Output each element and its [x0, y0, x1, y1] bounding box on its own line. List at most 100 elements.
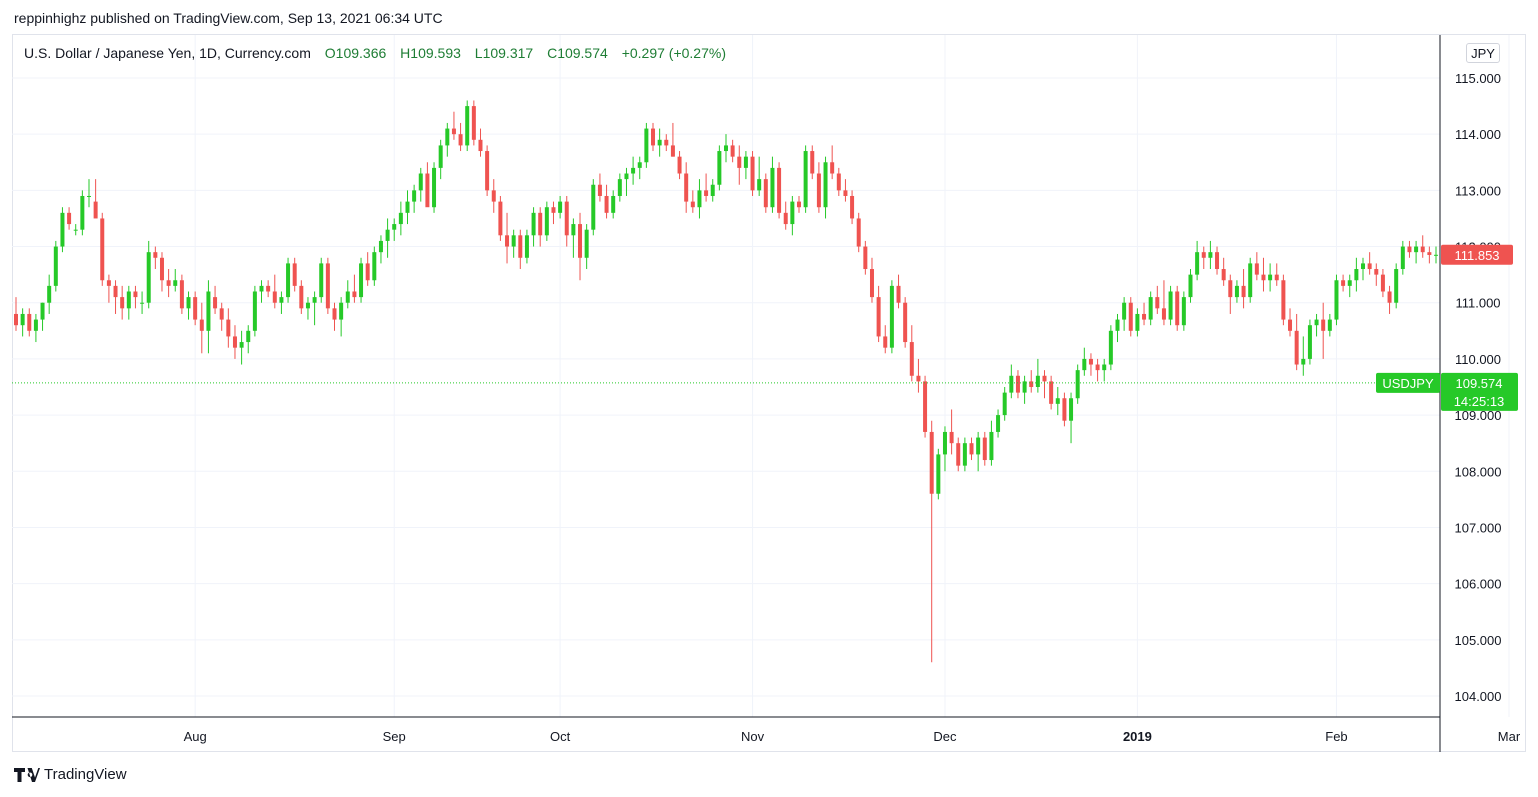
candle	[153, 246, 158, 270]
last-price-value: 109.574	[1456, 376, 1503, 391]
candle-body	[982, 437, 987, 461]
candle-body	[33, 319, 38, 331]
candles	[14, 100, 1438, 663]
candle-body	[47, 285, 52, 303]
x-tick-label: Feb	[1325, 729, 1347, 744]
candle-body	[823, 162, 828, 208]
candle	[1354, 257, 1359, 292]
candle	[783, 201, 788, 230]
candle	[458, 122, 463, 152]
candle-body	[876, 297, 881, 337]
candle	[1115, 313, 1120, 343]
candle-body	[352, 291, 357, 298]
candle	[551, 201, 556, 225]
candle	[93, 179, 98, 219]
x-tick-label: Mar	[1498, 729, 1521, 744]
candle	[743, 151, 748, 180]
candle-body	[1380, 274, 1385, 292]
candle	[226, 308, 231, 348]
candle-body	[889, 285, 894, 348]
candle	[750, 151, 755, 196]
candle-body	[1161, 308, 1166, 320]
candle	[1274, 263, 1279, 286]
y-tick-label: 109.000	[1455, 408, 1502, 423]
candle-body	[252, 291, 257, 331]
candle	[531, 207, 536, 247]
candle	[1161, 280, 1166, 326]
footer-brand[interactable]: TradingView	[14, 766, 127, 783]
candle-body	[418, 173, 423, 191]
candle-body	[272, 291, 277, 303]
candle	[677, 151, 682, 180]
candle-body	[518, 235, 523, 258]
candle-body	[140, 302, 145, 304]
candle-body	[1374, 269, 1379, 275]
candle-body	[710, 184, 715, 196]
candle	[903, 297, 908, 348]
candle-body	[1341, 280, 1346, 286]
candle	[485, 145, 490, 196]
candle	[836, 167, 841, 196]
candle-body	[485, 151, 490, 191]
candle	[624, 167, 629, 196]
candle	[850, 190, 855, 225]
candle	[896, 274, 901, 309]
candle	[299, 280, 304, 314]
candle	[571, 218, 576, 258]
candle-body	[325, 263, 330, 309]
candle-body	[1387, 291, 1392, 303]
candle-body	[332, 308, 337, 320]
candle-body	[1195, 252, 1200, 275]
candle	[398, 201, 403, 236]
candle	[1288, 308, 1293, 337]
x-tick-label: 2019	[1123, 729, 1152, 744]
candle	[644, 122, 649, 168]
candle	[1208, 240, 1213, 270]
candle	[352, 274, 357, 303]
candle	[266, 280, 271, 298]
candle-body	[471, 106, 476, 140]
candle	[1268, 263, 1273, 292]
candle-body	[1228, 280, 1233, 298]
candle	[936, 448, 941, 500]
candle-body	[790, 201, 795, 225]
candle	[810, 145, 815, 180]
candle	[869, 257, 874, 303]
candle-body	[757, 179, 762, 191]
candle	[292, 257, 297, 292]
candle	[60, 207, 65, 253]
candle	[790, 195, 795, 236]
candle-body	[1268, 274, 1273, 281]
y-tick-label: 104.000	[1455, 689, 1502, 704]
candle	[1062, 392, 1067, 427]
candle	[591, 179, 596, 236]
candle-body	[1055, 398, 1060, 404]
candle	[1075, 364, 1080, 404]
candle-body	[1168, 291, 1173, 320]
legend-change: +0.297 (+0.27%)	[621, 45, 726, 61]
candle-body	[319, 263, 324, 298]
candle	[830, 145, 835, 180]
candle-body	[909, 342, 914, 376]
candle-body	[597, 184, 602, 196]
candle	[883, 325, 888, 354]
candle	[843, 179, 848, 202]
candle-body	[916, 375, 921, 382]
candle	[1301, 336, 1306, 376]
candle-body	[385, 229, 390, 241]
candle	[365, 252, 370, 286]
candle-body	[67, 212, 72, 225]
candle	[684, 162, 689, 213]
candle-body	[80, 195, 85, 230]
candle	[159, 252, 164, 292]
currency-badge[interactable]: JPY	[1466, 43, 1500, 63]
symbol-legend[interactable]: U.S. Dollar / Japanese Yen, 1D, Currency…	[24, 45, 726, 61]
candle	[690, 190, 695, 213]
candle-body	[458, 134, 463, 146]
candle-body	[670, 145, 675, 157]
candle	[372, 246, 377, 286]
candle	[597, 173, 602, 202]
candle-body	[644, 128, 649, 163]
candle-body	[126, 291, 131, 309]
